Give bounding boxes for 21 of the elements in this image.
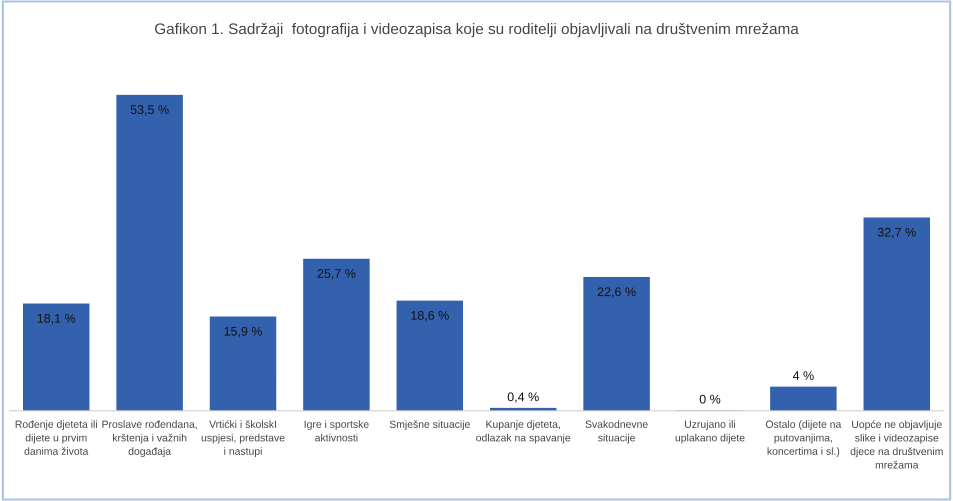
data-label: 4 % bbox=[792, 371, 814, 380]
data-label: 18,6 % bbox=[411, 310, 449, 322]
data-label: 32,7 % bbox=[878, 228, 916, 238]
data-label: 15,9 % bbox=[224, 326, 262, 338]
x-tick-label: Kupanje djeteta, odlazak na spavanje bbox=[476, 420, 570, 444]
data-label: 53,5 % bbox=[130, 105, 169, 116]
data-label: 0 % bbox=[700, 394, 720, 404]
data-label: 18,1 % bbox=[38, 314, 76, 324]
x-tick-label: Rođenje djeteta ili dijete u prvim danima života bbox=[16, 420, 97, 455]
data-label: 22,6 % bbox=[598, 287, 636, 298]
x-tick-label: Proslave rođendana, krštenja i važnih događaja bbox=[102, 420, 197, 458]
x-tick-label: Ostalo (dijete na putovanjima, koncertima i sl.) bbox=[766, 420, 842, 457]
x-tick-label: Vrtićki i školskI uspjesi, predstave i nastupi bbox=[202, 420, 285, 457]
x-tick-label: Uzrujano ili uplakano dijete bbox=[676, 420, 745, 444]
chart-title: Gafikon 1. Sadržaji fotografija i videozapisa koje su roditelji objavljivali na društvenim mrežama bbox=[155, 22, 799, 38]
x-tick-label: Igre i sportske aktivnosti bbox=[304, 420, 369, 442]
x-tick-label: Uopće ne objavljuje slike i videozapise djece na društvenim mrežama bbox=[850, 420, 943, 469]
x-tick-label: Svakodnevne situacije bbox=[586, 420, 648, 444]
data-label: 0,4 % bbox=[508, 392, 539, 403]
x-tick-label: Smješne situacije bbox=[390, 420, 470, 430]
data-label: 25,7 % bbox=[318, 269, 356, 280]
